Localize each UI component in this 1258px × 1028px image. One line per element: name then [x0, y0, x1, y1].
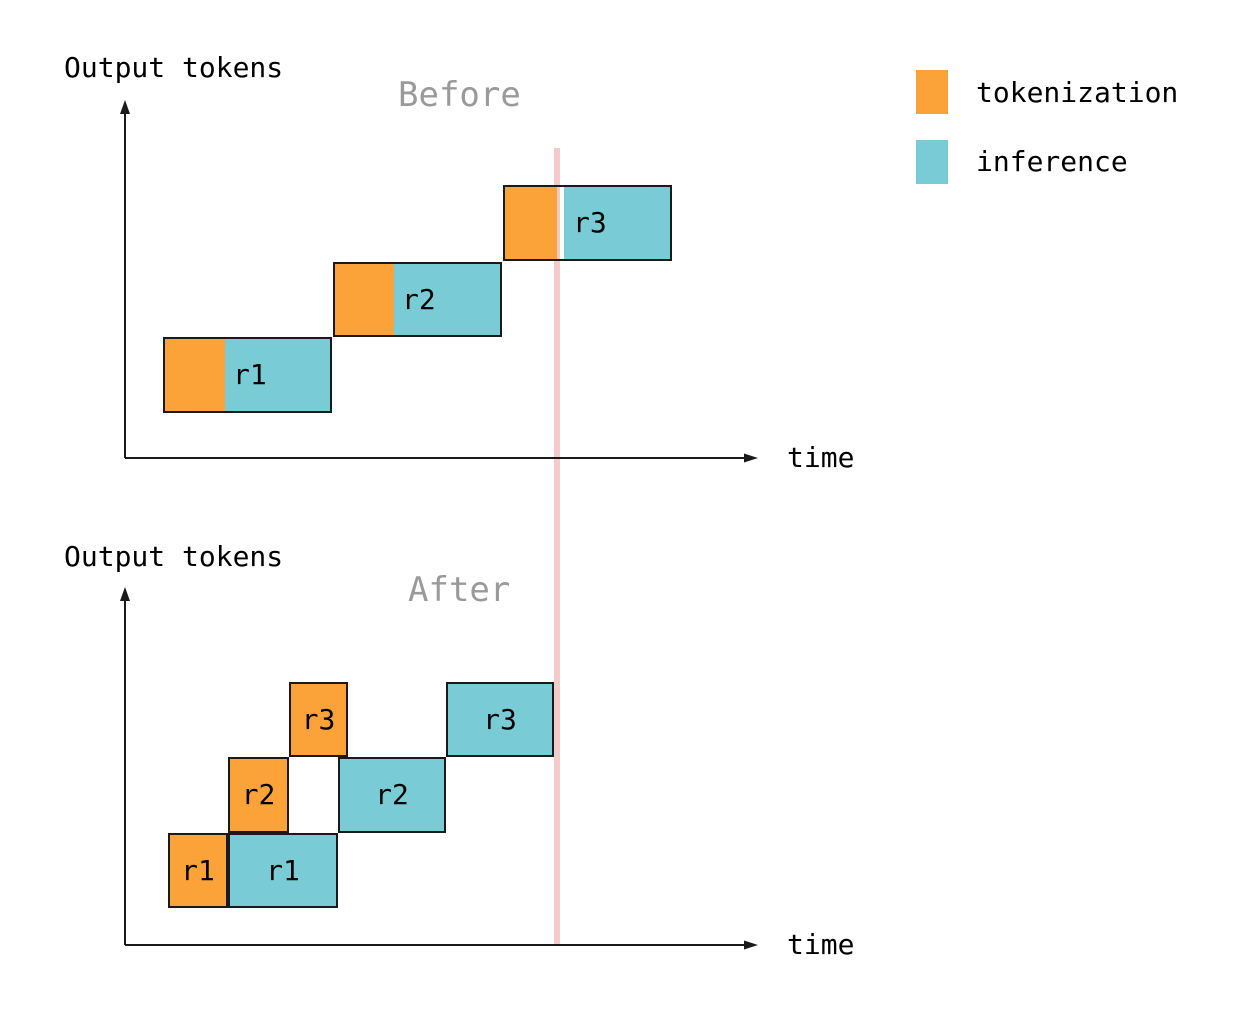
- after-x-axis-arrow-icon: [744, 940, 758, 950]
- after-y-axis-label: Output tokens: [64, 540, 284, 573]
- after-axes: [120, 587, 758, 950]
- after-r3-tokenization-box: r3: [289, 682, 348, 757]
- after-r2-tokenization-box: r2: [228, 757, 289, 833]
- after-r3-inference-box: r3: [446, 682, 554, 757]
- legend-inference-label: inference: [976, 145, 1128, 178]
- before-r1-label: r1: [233, 358, 267, 391]
- before-r2-label: r2: [402, 282, 436, 316]
- before-y-axis-arrow-icon: [120, 100, 130, 114]
- before-axes: [120, 100, 758, 463]
- before-r2-inference-segment: [394, 264, 500, 335]
- after-r2-inference-box: r2: [338, 757, 446, 833]
- after-r1-tokenization-box: r1: [168, 833, 228, 908]
- after-r2-tokenization-label: r2: [241, 778, 276, 811]
- after-r3-tokenization-label: r3: [301, 702, 336, 736]
- after-r1-inference-box: r1: [228, 833, 338, 908]
- after-r1-inference-label: r1: [266, 853, 300, 887]
- after-y-axis-arrow-icon: [120, 587, 130, 601]
- before-r1-tokenization-segment: [165, 339, 225, 411]
- before-request-r1-box: r1: [163, 337, 332, 413]
- before-y-axis-label: Output tokens: [64, 51, 284, 84]
- after-r3-inference-label: r3: [483, 702, 517, 736]
- before-request-r3-box: r3: [503, 185, 672, 261]
- before-r1-inference-segment: [225, 339, 330, 411]
- legend-tokenization-swatch-icon: [916, 70, 948, 114]
- legend-tokenization-label: tokenization: [976, 76, 1179, 109]
- before-r2-tokenization-segment: [335, 264, 394, 335]
- before-r3-label: r3: [573, 206, 607, 239]
- before-panel-title: Before: [398, 75, 521, 115]
- deadline-marker-line: [554, 148, 560, 945]
- before-request-r2-box: r2: [333, 262, 502, 337]
- after-r1-tokenization-label: r1: [181, 853, 215, 887]
- before-x-axis-label: time: [787, 441, 855, 474]
- after-panel-title: After: [408, 570, 511, 610]
- after-r2-inference-label: r2: [375, 778, 409, 811]
- before-r3-phase-gap: [557, 187, 564, 259]
- before-r3-inference-segment: [564, 187, 670, 259]
- legend-inference-swatch-icon: [916, 140, 948, 184]
- before-r3-tokenization-segment: [505, 187, 557, 259]
- after-x-axis-label: time: [787, 928, 855, 961]
- before-x-axis-arrow-icon: [744, 453, 758, 463]
